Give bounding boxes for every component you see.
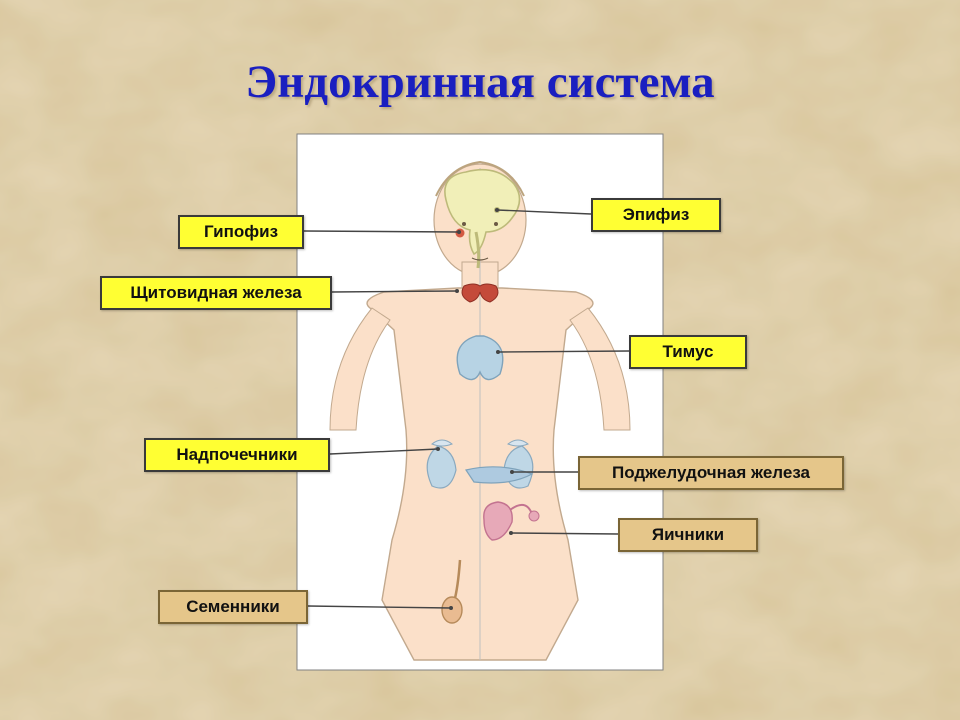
label-pineal: Эпифиз xyxy=(591,198,721,232)
label-pituitary: Гипофиз xyxy=(178,215,304,249)
page-title: Эндокринная система xyxy=(0,55,960,109)
label-pancreas: Поджелудочная железа xyxy=(578,456,844,490)
diagram-stage: Эндокринная система Гипофиз Щитовидная же… xyxy=(0,0,960,720)
label-ovaries: Яичники xyxy=(618,518,758,552)
label-testes: Семенники xyxy=(158,590,308,624)
label-thyroid: Щитовидная железа xyxy=(100,276,332,310)
label-thymus: Тимус xyxy=(629,335,747,369)
label-adrenal: Надпочечники xyxy=(144,438,330,472)
